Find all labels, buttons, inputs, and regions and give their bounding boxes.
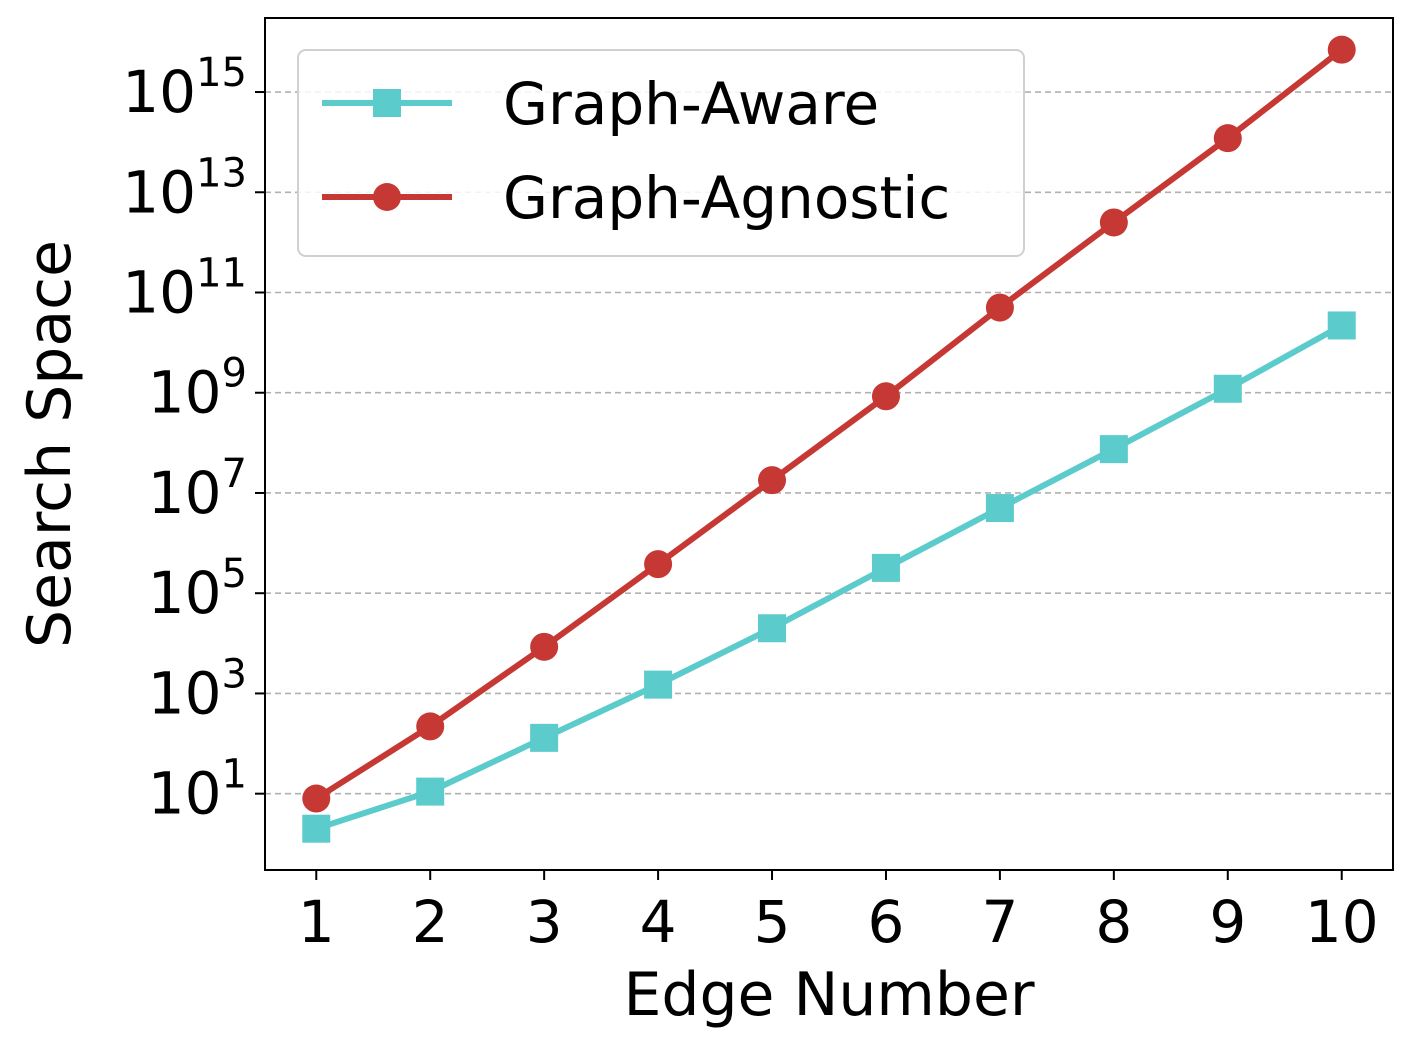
data-point bbox=[416, 712, 445, 741]
data-point bbox=[1213, 374, 1242, 403]
series-graph-aware bbox=[302, 311, 1356, 843]
x-tick-label: 2 bbox=[412, 888, 449, 956]
series-graph-agnostic bbox=[302, 35, 1356, 813]
x-tick-label: 8 bbox=[1095, 888, 1132, 956]
y-tick-base: 10 bbox=[122, 259, 196, 327]
series-line-graph-agnostic bbox=[313, 46, 1345, 802]
y-tick-label: 103 bbox=[148, 651, 247, 727]
data-point bbox=[1213, 124, 1242, 153]
y-tick-base: 10 bbox=[122, 158, 196, 226]
y-tick-exponent: 9 bbox=[222, 351, 247, 397]
x-tick-label: 10 bbox=[1305, 888, 1379, 956]
data-point bbox=[1099, 208, 1128, 237]
data-point bbox=[1327, 311, 1356, 340]
legend-item: Graph-Aware bbox=[322, 70, 879, 138]
y-tick-base: 10 bbox=[148, 459, 222, 527]
data-point bbox=[1327, 35, 1356, 64]
x-axis-ticks: 1 2 3 4 5 6 7 8 9 10 bbox=[298, 870, 1379, 956]
series-layer bbox=[302, 35, 1356, 843]
y-tick-exponent: 1 bbox=[222, 752, 247, 798]
y-tick-base: 10 bbox=[148, 359, 222, 427]
x-tick-label: 4 bbox=[640, 888, 677, 956]
data-point bbox=[985, 494, 1014, 523]
y-tick-label: 109 bbox=[148, 351, 247, 427]
series-line-graph-aware bbox=[313, 322, 1345, 832]
data-point bbox=[758, 466, 787, 495]
y-tick-label: 1013 bbox=[122, 150, 247, 226]
y-tick-base: 10 bbox=[148, 559, 222, 627]
data-point bbox=[758, 614, 787, 643]
data-point bbox=[302, 784, 331, 813]
y-tick-label: 105 bbox=[148, 551, 247, 627]
y-tick-base: 10 bbox=[148, 760, 222, 828]
data-point bbox=[644, 550, 673, 579]
legend: Graph-Aware Graph-Agnostic bbox=[297, 49, 1025, 257]
data-point bbox=[1099, 435, 1128, 464]
legend-item: Graph-Agnostic bbox=[322, 164, 950, 232]
y-tick-label: 1015 bbox=[122, 50, 247, 126]
data-point bbox=[302, 814, 331, 843]
legend-box bbox=[297, 49, 1025, 257]
x-axis-title: Edge Number bbox=[623, 960, 1034, 1030]
y-tick-exponent: 3 bbox=[222, 651, 247, 697]
y-tick-label: 101 bbox=[148, 752, 247, 828]
x-tick-label: 7 bbox=[981, 888, 1018, 956]
x-tick-label: 1 bbox=[298, 888, 335, 956]
data-point bbox=[530, 723, 559, 752]
y-tick-base: 10 bbox=[148, 659, 222, 727]
y-tick-exponent: 7 bbox=[222, 451, 247, 497]
legend-marker bbox=[373, 183, 401, 211]
x-tick-label: 9 bbox=[1209, 888, 1246, 956]
y-tick-exponent: 15 bbox=[196, 50, 247, 96]
y-tick-exponent: 11 bbox=[196, 251, 247, 297]
y-tick-base: 10 bbox=[122, 58, 196, 126]
y-tick-exponent: 5 bbox=[222, 551, 247, 597]
y-tick-label: 1011 bbox=[122, 251, 247, 327]
data-point bbox=[530, 632, 559, 661]
data-point bbox=[985, 293, 1014, 322]
y-tick-exponent: 13 bbox=[196, 150, 247, 196]
data-point bbox=[644, 670, 673, 699]
data-point bbox=[871, 553, 900, 582]
legend-label: Graph-Aware bbox=[503, 70, 879, 138]
y-tick-label: 107 bbox=[148, 451, 247, 527]
x-tick-label: 5 bbox=[754, 888, 791, 956]
data-point bbox=[416, 777, 445, 806]
x-tick-label: 6 bbox=[868, 888, 905, 956]
legend-marker bbox=[373, 89, 401, 117]
y-axis-title: Search Space bbox=[15, 240, 85, 648]
x-tick-label: 3 bbox=[526, 888, 563, 956]
data-point bbox=[871, 382, 900, 411]
legend-label: Graph-Agnostic bbox=[503, 164, 950, 232]
plot-frame bbox=[264, 17, 1394, 871]
grid-lines bbox=[265, 91, 1393, 795]
